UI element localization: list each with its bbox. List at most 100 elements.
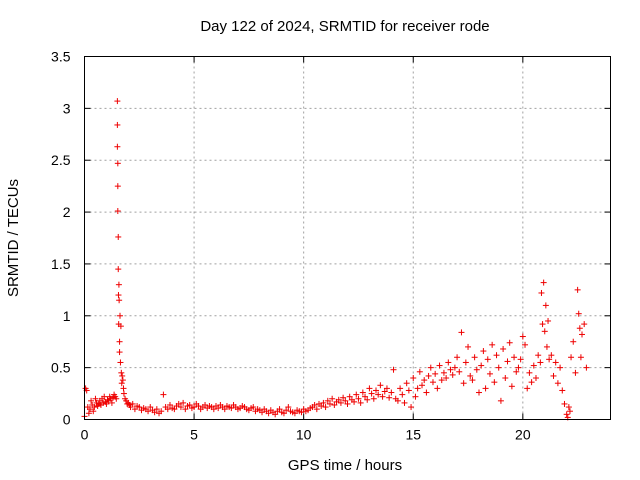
data-point bbox=[86, 406, 93, 413]
data-point bbox=[115, 281, 122, 288]
data-point bbox=[202, 401, 209, 408]
ticks-layer: 0 5 10 15 20 0 0.5 1 1.5 2 2.5 3 3.5 bbox=[51, 49, 611, 443]
data-point bbox=[90, 408, 97, 415]
data-point bbox=[467, 372, 474, 379]
data-point bbox=[432, 370, 439, 377]
data-point bbox=[186, 401, 193, 408]
x-tick-label: 20 bbox=[515, 427, 531, 443]
data-point bbox=[322, 404, 329, 411]
y-tick-label: 1.5 bbox=[51, 256, 71, 272]
data-point bbox=[115, 233, 122, 240]
data-point bbox=[572, 369, 579, 376]
data-point bbox=[344, 400, 351, 407]
data-point bbox=[291, 410, 298, 417]
data-point bbox=[546, 356, 553, 363]
x-tick-label: 10 bbox=[296, 427, 312, 443]
data-point bbox=[515, 364, 522, 371]
data-point bbox=[272, 411, 279, 418]
data-point bbox=[313, 406, 320, 413]
data-point bbox=[182, 406, 189, 413]
data-point bbox=[416, 368, 423, 375]
data-point bbox=[454, 354, 461, 361]
data-point bbox=[513, 368, 520, 375]
data-point bbox=[539, 321, 546, 328]
data-point bbox=[386, 394, 393, 401]
data-point bbox=[383, 385, 390, 392]
data-point bbox=[419, 382, 426, 389]
data-point bbox=[456, 368, 463, 375]
data-point bbox=[427, 364, 434, 371]
data-point bbox=[101, 393, 108, 400]
data-point bbox=[91, 404, 98, 411]
data-point bbox=[117, 323, 124, 330]
data-point bbox=[377, 382, 384, 389]
data-point bbox=[116, 349, 123, 356]
data-point bbox=[486, 370, 493, 377]
data-point bbox=[164, 406, 171, 413]
data-point bbox=[355, 395, 362, 402]
data-point bbox=[340, 394, 347, 401]
data-point bbox=[401, 399, 408, 406]
data-point bbox=[538, 289, 545, 296]
data-point bbox=[508, 383, 515, 390]
data-point bbox=[265, 410, 272, 417]
data-point bbox=[175, 400, 182, 407]
data-point bbox=[577, 354, 584, 361]
data-point bbox=[491, 379, 498, 386]
data-point bbox=[511, 354, 518, 361]
data-point bbox=[465, 343, 472, 350]
data-point bbox=[408, 404, 415, 411]
y-tick-label: 2.5 bbox=[51, 152, 71, 168]
plot-frame bbox=[84, 56, 611, 420]
data-point bbox=[115, 266, 122, 273]
data-point bbox=[115, 292, 122, 299]
data-point bbox=[394, 397, 401, 404]
data-point bbox=[119, 377, 126, 384]
data-point bbox=[566, 408, 573, 415]
data-point bbox=[502, 375, 509, 382]
data-point bbox=[364, 396, 371, 403]
data-point bbox=[114, 121, 121, 128]
data-point bbox=[482, 385, 489, 392]
grid-layer bbox=[84, 56, 611, 420]
data-point bbox=[403, 380, 410, 387]
data-point bbox=[210, 406, 217, 413]
data-point bbox=[548, 352, 555, 359]
data-point bbox=[559, 387, 566, 394]
data-point bbox=[462, 359, 469, 366]
data-point bbox=[337, 399, 344, 406]
data-point bbox=[399, 391, 406, 398]
data-point bbox=[557, 364, 564, 371]
data-point bbox=[311, 401, 318, 408]
data-point bbox=[535, 352, 542, 359]
data-point bbox=[565, 404, 572, 411]
data-point bbox=[504, 358, 511, 365]
data-point bbox=[445, 359, 452, 366]
data-point bbox=[250, 404, 257, 411]
data-point bbox=[120, 385, 127, 392]
data-point bbox=[541, 328, 548, 335]
data-point bbox=[160, 391, 167, 398]
data-point bbox=[195, 403, 202, 410]
data-point bbox=[581, 321, 588, 328]
data-point bbox=[476, 389, 482, 396]
data-point bbox=[542, 302, 549, 309]
data-point bbox=[410, 375, 417, 382]
data-point bbox=[118, 369, 125, 376]
data-point bbox=[388, 389, 395, 396]
data-point bbox=[368, 390, 375, 397]
data-point bbox=[276, 406, 283, 413]
data-point bbox=[320, 399, 327, 406]
data-point bbox=[478, 362, 485, 369]
data-point bbox=[283, 407, 290, 414]
data-point bbox=[575, 310, 582, 317]
data-point bbox=[357, 399, 364, 406]
data-point bbox=[543, 343, 550, 350]
data-point bbox=[425, 372, 432, 379]
data-point bbox=[579, 331, 586, 338]
y-tick-label: 1 bbox=[63, 308, 71, 324]
data-point bbox=[372, 387, 379, 394]
data-point bbox=[451, 364, 458, 371]
data-point bbox=[116, 297, 123, 304]
